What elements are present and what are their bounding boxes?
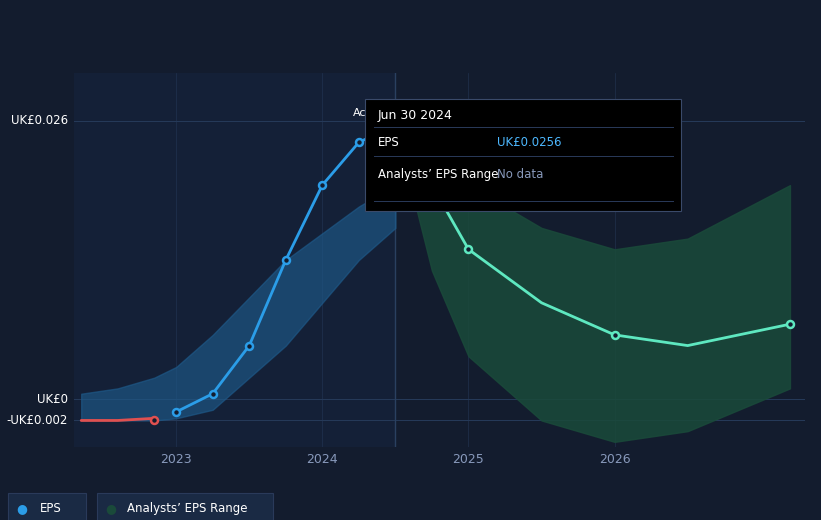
Text: ●: ● (105, 502, 117, 515)
Text: UK£0.026: UK£0.026 (11, 114, 68, 127)
Text: 2025: 2025 (452, 452, 484, 465)
Text: Analysts Forecasts: Analysts Forecasts (402, 108, 507, 118)
Text: EPS: EPS (378, 136, 399, 150)
Text: -UK£0.002: -UK£0.002 (7, 414, 68, 427)
Text: UK£0: UK£0 (37, 393, 68, 406)
Text: Actual: Actual (353, 108, 388, 118)
Bar (74, 73, 396, 447)
Text: Analysts’ EPS Range: Analysts’ EPS Range (378, 167, 498, 181)
Text: UK£0.0256: UK£0.0256 (497, 136, 562, 150)
Text: 2023: 2023 (160, 452, 192, 465)
Text: ●: ● (16, 502, 28, 515)
Text: 2024: 2024 (306, 452, 338, 465)
Text: Jun 30 2024: Jun 30 2024 (378, 110, 452, 123)
Text: Analysts’ EPS Range: Analysts’ EPS Range (127, 502, 248, 515)
Text: 2026: 2026 (599, 452, 631, 465)
Text: No data: No data (497, 167, 543, 181)
Text: EPS: EPS (39, 502, 61, 515)
